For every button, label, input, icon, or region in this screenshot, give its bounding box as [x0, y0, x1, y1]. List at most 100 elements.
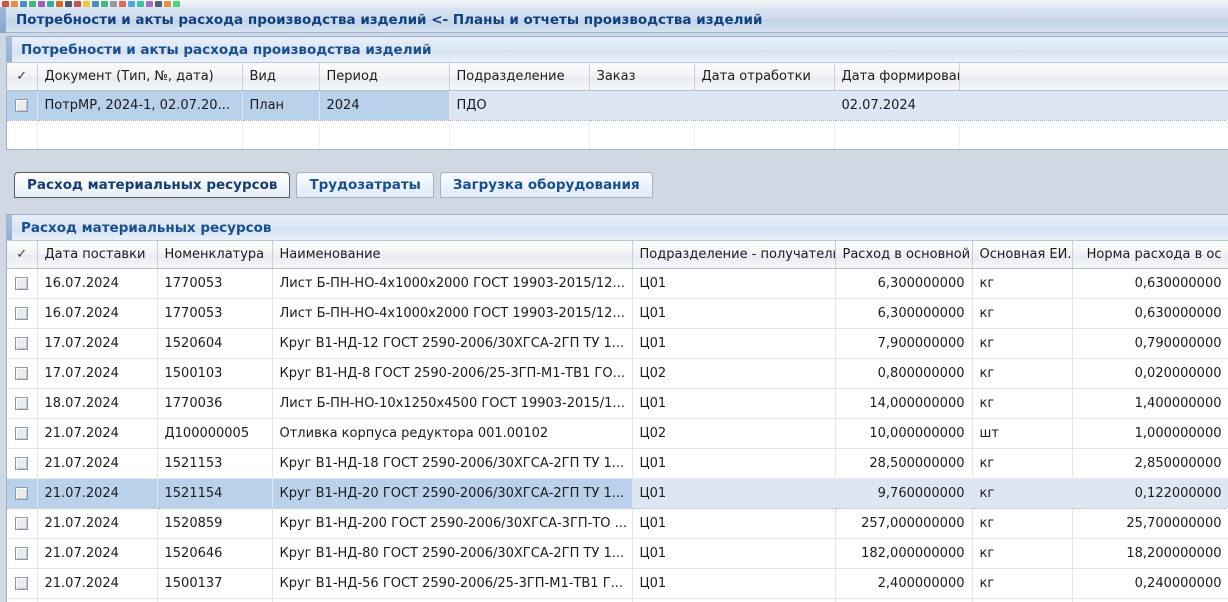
resource-column-header-supply_date[interactable]: Дата поставки	[37, 241, 158, 269]
document-cell-division[interactable]: ПДО	[449, 90, 590, 121]
row-checkbox[interactable]	[15, 427, 29, 440]
document-cell-period[interactable]: 2024	[319, 90, 450, 121]
resource-cell-consumption[interactable]: 0,320000000	[835, 598, 973, 602]
resource-cell-unit[interactable]: кг	[972, 328, 1073, 359]
row-checkbox[interactable]	[15, 277, 29, 290]
document-cell-kind[interactable]: План	[242, 90, 320, 121]
resource-cell-supply_date[interactable]: 21.07.2024	[37, 418, 158, 449]
resource-table-row[interactable]: 17.07.2024 1520604 Круг В1-НД-12 ГОСТ 2590…	[7, 328, 1228, 359]
toolbar-icon-5[interactable]	[38, 1, 45, 7]
toolbar-icon-10[interactable]	[83, 1, 90, 7]
row-checkbox[interactable]	[15, 457, 29, 470]
resource-cell-nomenclature[interactable]: 1500103	[157, 358, 273, 389]
row-checkbox-cell[interactable]	[7, 568, 38, 599]
resource-cell-norm[interactable]: 0,630000000	[1072, 298, 1228, 329]
material-resources-grid-header-row[interactable]: ✓ Дата поставки Номенклатура Наименование По…	[7, 241, 1228, 269]
tab-strip[interactable]: Расход материальных ресурсов Трудозатраты…	[6, 158, 1228, 208]
resource-cell-consumption[interactable]: 2,400000000	[835, 568, 973, 599]
resource-cell-nomenclature[interactable]: 1520604	[157, 328, 273, 359]
row-checkbox-cell[interactable]	[7, 448, 38, 479]
resource-cell-nomenclature[interactable]: 1520859	[157, 508, 273, 539]
resource-cell-supply_date[interactable]: 21.07.2024	[37, 508, 158, 539]
resource-cell-unit[interactable]: кг	[972, 448, 1073, 479]
resource-cell-supply_date[interactable]: 16.07.2024	[37, 298, 158, 329]
resource-cell-name[interactable]: Круг В1-НД-80 ГОСТ 2590-2006/30ХГСА-2ГП …	[272, 538, 633, 569]
toolbar-icon-17[interactable]	[146, 1, 153, 7]
resource-table-row[interactable]: 22.07.20241520603Круг В1-НД-10 ГОСТ 2590…	[7, 598, 1228, 602]
resource-cell-supply_date[interactable]: 21.07.2024	[37, 568, 158, 599]
resource-cell-norm[interactable]: 18,200000000	[1072, 538, 1228, 569]
resource-cell-unit[interactable]: кг	[972, 268, 1073, 299]
documents-grid-header-row[interactable]: ✓ Документ (Тип, №, дата) Вид Период Подразд…	[7, 63, 1228, 91]
resource-cell-name[interactable]: Круг В1-НД-20 ГОСТ 2590-2006/30ХГСА-2ГП …	[272, 478, 633, 509]
toolbar-icon-12[interactable]	[101, 1, 108, 7]
row-checkbox-cell[interactable]	[7, 418, 38, 449]
resource-cell-supply_date[interactable]: 22.07.2024	[37, 598, 158, 602]
resource-cell-name[interactable]: Лист Б-ПН-НО-4x1000x2000 ГОСТ 19903-2015…	[272, 298, 633, 329]
tab-1-active[interactable]: Расход материальных ресурсов	[14, 172, 291, 198]
material-resources-grid[interactable]: ✓ Дата поставки Номенклатура Наименование По…	[7, 241, 1228, 602]
toolbar-icon-18[interactable]	[155, 1, 162, 7]
resource-table-row[interactable]: 21.07.2024 1500137 Круг В1-НД-56 ГОСТ 2590…	[7, 568, 1228, 599]
toolbar-icon-8[interactable]	[65, 1, 72, 7]
resource-cell-name[interactable]: Круг В1-НД-56 ГОСТ 2590-2006/25-3ГП-М1-Т…	[272, 568, 633, 599]
resource-cell-unit[interactable]: шт	[972, 418, 1073, 449]
row-checkbox[interactable]	[15, 397, 29, 410]
document-cell-tail[interactable]	[959, 90, 1228, 121]
resource-table-row[interactable]: 16.07.2024 1770053 Лист Б-ПН-НО-4x1000x200…	[7, 268, 1228, 299]
toolbar-icon-20[interactable]	[173, 1, 180, 7]
resource-cell-norm[interactable]: 0,240000000	[1072, 568, 1228, 599]
resource-column-header-check[interactable]: ✓	[7, 241, 38, 269]
tab-2[interactable]: Трудозатраты	[296, 172, 434, 198]
resource-cell-receiver[interactable]: Ц01	[632, 538, 836, 569]
resource-cell-receiver[interactable]: Ц01	[632, 328, 836, 359]
resource-cell-norm[interactable]: 25,700000000	[1072, 508, 1228, 539]
resource-cell-norm[interactable]: 0,008000000	[1072, 598, 1228, 602]
resource-cell-unit[interactable]: кг	[972, 298, 1073, 329]
resource-cell-receiver[interactable]: Ц01	[632, 478, 836, 509]
toolbar-icons[interactable]	[0, 0, 1228, 7]
resource-cell-consumption[interactable]: 14,000000000	[835, 388, 973, 419]
document-cell-order[interactable]	[589, 90, 695, 121]
resource-cell-supply_date[interactable]: 21.07.2024	[37, 538, 158, 569]
document-column-header-document[interactable]: Документ (Тип, №, дата)	[37, 63, 243, 91]
resource-cell-name[interactable]: Лист Б-ПН-НО-10x1250x4500 ГОСТ 19903-201…	[272, 388, 633, 419]
resource-cell-name[interactable]: Круг В1-НД-10 ГОСТ 2590-2006/30ХГСА-3ГП-…	[272, 598, 633, 602]
document-column-header-order[interactable]: Заказ	[589, 63, 695, 91]
resource-cell-consumption[interactable]: 6,300000000	[835, 298, 973, 329]
resource-cell-unit[interactable]: кг	[972, 568, 1073, 599]
row-checkbox-cell[interactable]	[7, 508, 38, 539]
row-checkbox-cell[interactable]	[7, 328, 38, 359]
row-checkbox[interactable]	[15, 547, 29, 560]
row-checkbox-cell[interactable]	[7, 358, 38, 389]
resource-cell-consumption[interactable]: 9,760000000	[835, 478, 973, 509]
resource-cell-nomenclature[interactable]: 1521154	[157, 478, 273, 509]
resource-cell-norm[interactable]: 0,790000000	[1072, 328, 1228, 359]
document-column-header-tail[interactable]	[959, 63, 1228, 91]
tab-row[interactable]: Расход материальных ресурсов Трудозатраты…	[6, 168, 1228, 198]
toolbar-icon-14[interactable]	[119, 1, 126, 7]
toolbar-icon-2[interactable]	[11, 1, 18, 7]
document-column-header-kind[interactable]: Вид	[242, 63, 320, 91]
row-checkbox[interactable]	[15, 337, 29, 350]
row-checkbox-cell[interactable]	[7, 90, 38, 121]
resource-cell-nomenclature[interactable]: Д100000005	[157, 418, 273, 449]
resource-cell-norm[interactable]: 0,122000000	[1072, 478, 1228, 509]
resource-cell-name[interactable]: Круг В1-НД-18 ГОСТ 2590-2006/30ХГСА-2ГП …	[272, 448, 633, 479]
resource-cell-unit[interactable]: кг	[972, 388, 1073, 419]
resource-cell-norm[interactable]: 2,850000000	[1072, 448, 1228, 479]
documents-grid[interactable]: ✓ Документ (Тип, №, дата) Вид Период Подразд…	[7, 63, 1228, 149]
resource-cell-supply_date[interactable]: 21.07.2024	[37, 448, 158, 479]
resource-cell-receiver[interactable]: Ц02	[632, 418, 836, 449]
toolbar-icon-3[interactable]	[20, 1, 27, 7]
document-cell-create_date[interactable]: 02.07.2024	[834, 90, 960, 121]
row-checkbox[interactable]	[15, 99, 29, 112]
resource-cell-name[interactable]: Круг В1-НД-12 ГОСТ 2590-2006/30ХГСА-2ГП …	[272, 328, 633, 359]
row-checkbox[interactable]	[15, 367, 29, 380]
resource-table-row[interactable]: 21.07.2024 1520646 Круг В1-НД-80 ГОСТ 2590…	[7, 538, 1228, 569]
resource-cell-nomenclature[interactable]: 1500137	[157, 568, 273, 599]
resource-cell-name[interactable]: Отливка корпуса редуктора 001.00102	[272, 418, 633, 449]
resource-cell-consumption[interactable]: 182,000000000	[835, 538, 973, 569]
resource-column-header-norm[interactable]: Норма расхода в ос	[1072, 241, 1228, 269]
resource-cell-unit[interactable]: кг	[972, 358, 1073, 389]
